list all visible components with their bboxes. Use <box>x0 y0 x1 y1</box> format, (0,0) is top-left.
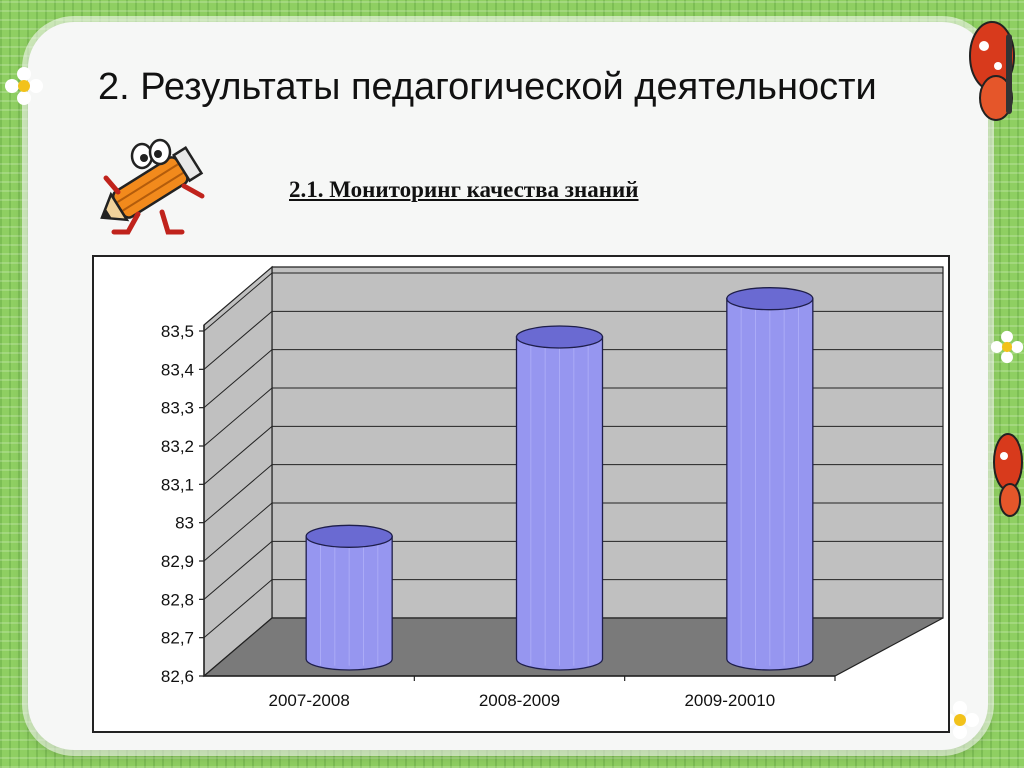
bar <box>305 524 393 671</box>
bar-top <box>305 524 393 548</box>
gridline <box>203 387 273 447</box>
y-tick-label: 83,2 <box>161 437 194 456</box>
y-tick-label: 82,8 <box>161 590 194 609</box>
bar-chart: 82,6 82,7 82,8 82,9 83 83,1 83,2 83,3 83,4 83,5 20… <box>161 265 944 710</box>
bar <box>726 287 814 671</box>
y-tick-label: 83 <box>175 514 194 533</box>
flower-icon <box>5 67 43 105</box>
y-tick-label: 82,9 <box>161 552 194 571</box>
chart-side-wall <box>203 265 273 678</box>
bar-top <box>726 287 814 311</box>
gridline <box>203 502 273 562</box>
chart-subtitle: 2.1. Мониторинг качества знаний <box>289 177 639 202</box>
gridline <box>203 425 273 485</box>
y-tick-label: 82,7 <box>161 629 194 648</box>
y-tick-label: 83,5 <box>161 322 194 341</box>
x-tick-label: 2007-2008 <box>269 691 350 710</box>
butterfly-icon <box>993 433 1023 517</box>
pencil-mascot-icon <box>100 138 205 235</box>
page-title: 2. Результаты педагогической деятельност… <box>98 66 877 108</box>
bar-top <box>515 325 604 349</box>
gridline <box>203 540 273 600</box>
x-tick-label: 2009-20010 <box>684 691 775 710</box>
y-tick-label: 83,1 <box>161 475 194 494</box>
flower-icon <box>990 330 1024 364</box>
gridline <box>203 464 273 524</box>
gridline <box>203 579 273 639</box>
gridline <box>203 272 273 332</box>
bar <box>515 325 604 671</box>
gridline <box>203 349 273 409</box>
x-tick-label: 2008-2009 <box>479 691 560 710</box>
y-tick-label: 83,3 <box>161 399 194 418</box>
chart-frame: 82,6 82,7 82,8 82,9 83 83,1 83,2 83,3 83,4 83,5 20… <box>92 255 950 733</box>
y-tick-label: 82,6 <box>161 667 194 686</box>
flower-icon <box>941 701 979 739</box>
y-tick-label: 83,4 <box>161 360 194 379</box>
butterfly-icon <box>969 21 1015 121</box>
gridline <box>203 310 273 370</box>
